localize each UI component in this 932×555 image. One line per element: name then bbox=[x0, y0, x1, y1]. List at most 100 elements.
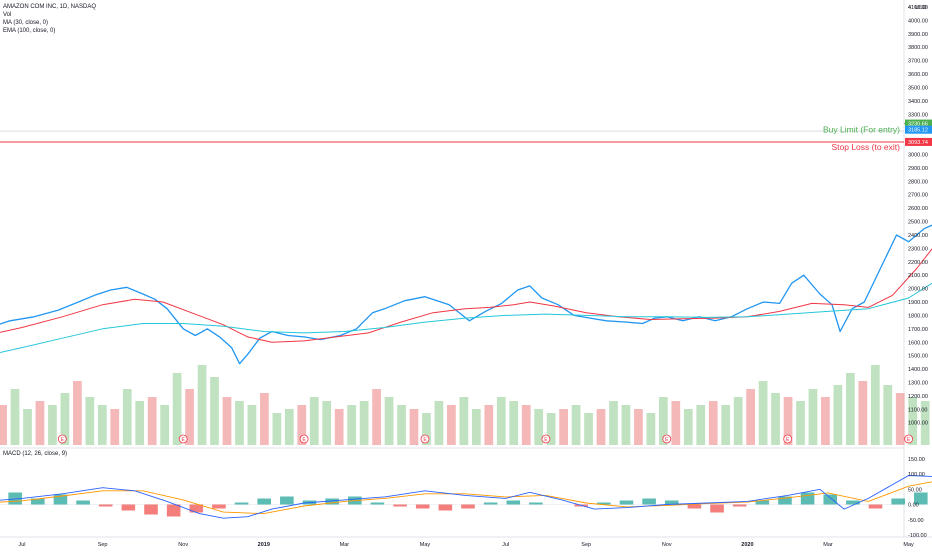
earnings-marker[interactable]: E bbox=[783, 434, 793, 444]
macd-histogram-bar bbox=[415, 504, 430, 509]
earnings-marker-circle bbox=[178, 434, 188, 444]
price-tick-label: 1000.00 bbox=[908, 421, 928, 427]
volume-bar bbox=[372, 389, 381, 445]
earnings-marker-label: E bbox=[544, 437, 548, 443]
volume-bar bbox=[235, 401, 244, 445]
price-tick-label: 2200.00 bbox=[908, 260, 928, 266]
price-tick-label: 3900.00 bbox=[908, 32, 928, 38]
earnings-marker-label: E bbox=[423, 437, 427, 443]
price-tick-label: 3800.00 bbox=[908, 45, 928, 51]
time-tick-label: Mar bbox=[823, 542, 833, 548]
volume-bar bbox=[0, 405, 7, 445]
macd-histogram-bar bbox=[325, 498, 339, 505]
macd-histogram-bar bbox=[189, 504, 204, 513]
volume-bar bbox=[147, 397, 157, 445]
volume-bar bbox=[870, 365, 880, 445]
volume-label[interactable]: Vol bbox=[3, 12, 12, 18]
volume-bar bbox=[883, 385, 893, 445]
macd-histogram-bar bbox=[393, 504, 407, 507]
volume-bar bbox=[172, 373, 182, 445]
macd-tick-label: 100.00 bbox=[908, 472, 925, 478]
volume-bar bbox=[895, 393, 905, 445]
price-tick-label: 4000.00 bbox=[908, 18, 928, 24]
volume-bar bbox=[758, 381, 768, 445]
macd-line[interactable] bbox=[0, 459, 932, 519]
volume-bar bbox=[23, 409, 32, 445]
symbol-title[interactable]: AMAZON COM INC, 1D, NASDAQ bbox=[3, 4, 97, 10]
macd-histogram-bar bbox=[483, 502, 498, 505]
buy-limit-label[interactable]: Buy Limit (For entry) bbox=[823, 125, 900, 135]
volume-bar bbox=[297, 405, 307, 445]
volume-bar bbox=[322, 401, 332, 445]
earnings-marker[interactable]: E bbox=[178, 434, 188, 444]
earnings-marker-circle bbox=[783, 434, 793, 444]
currency-label: USD bbox=[915, 5, 927, 11]
volume-bar bbox=[646, 413, 656, 445]
earnings-marker-label: E bbox=[786, 437, 790, 443]
price-tick-label: 1100.00 bbox=[908, 407, 927, 413]
volume-bar bbox=[621, 405, 631, 445]
time-tick-label: 2019 bbox=[258, 542, 270, 548]
price-tick-label: 1900.00 bbox=[908, 300, 928, 306]
earnings-marker-label: E bbox=[907, 437, 911, 443]
volume-bar bbox=[584, 413, 593, 445]
time-tick-label: Jul bbox=[502, 542, 509, 548]
macd-histogram-bar bbox=[891, 498, 905, 505]
price-badge[interactable] bbox=[905, 119, 932, 128]
volume-bar bbox=[721, 405, 731, 445]
price-tick-label: 2400.00 bbox=[908, 233, 928, 239]
price-tick-label: 3400.00 bbox=[908, 99, 928, 105]
price-tick-label: 2100.00 bbox=[908, 273, 928, 279]
macd-histogram-bar bbox=[687, 504, 702, 509]
macd-legend[interactable]: MACD (12, 26, close, 9) bbox=[3, 451, 68, 457]
volume-bar bbox=[596, 409, 606, 445]
macd-histogram-bar bbox=[76, 500, 90, 505]
ema-label[interactable]: EMA (100, close, 0) bbox=[3, 28, 56, 34]
macd-histogram-bar bbox=[778, 496, 792, 505]
volume-bar bbox=[135, 401, 145, 445]
macd-histogram-bar bbox=[597, 502, 611, 505]
volume-bar bbox=[796, 401, 805, 445]
chart-legend: AMAZON COM INC, 1D, NASDAQ Vol MA (30, c… bbox=[3, 3, 96, 35]
volume-bar bbox=[197, 365, 207, 445]
earnings-marker[interactable]: E bbox=[541, 434, 551, 444]
macd-histogram-bar bbox=[370, 502, 385, 505]
volume-bar bbox=[634, 409, 643, 445]
volume-bar bbox=[746, 389, 755, 445]
time-tick-label: 2020 bbox=[741, 542, 753, 548]
volume-bar bbox=[521, 405, 531, 445]
ma-label[interactable]: MA (30, close, 0) bbox=[3, 20, 49, 26]
price-badge[interactable] bbox=[905, 137, 932, 146]
volume-bar bbox=[185, 389, 194, 445]
macd-histogram-bar bbox=[166, 504, 181, 517]
earnings-marker-label: E bbox=[665, 437, 669, 443]
macd-signal-line[interactable] bbox=[0, 463, 932, 515]
earnings-marker[interactable]: E bbox=[57, 434, 67, 444]
volume-bar bbox=[459, 397, 469, 445]
earnings-marker[interactable]: E bbox=[662, 434, 672, 444]
volume-bar bbox=[247, 405, 257, 445]
earnings-marker[interactable]: E bbox=[904, 434, 913, 444]
volume-bar bbox=[771, 393, 780, 445]
stop-loss-label[interactable]: Stop Loss (to exit) bbox=[831, 142, 900, 152]
volume-bar bbox=[409, 409, 419, 445]
macd-histogram-bar bbox=[280, 496, 294, 505]
volume-bar bbox=[210, 377, 219, 445]
volume-bar bbox=[484, 405, 494, 445]
volume-bar bbox=[73, 381, 82, 445]
volume-bar bbox=[434, 401, 444, 445]
earnings-marker[interactable]: E bbox=[420, 434, 430, 444]
ema-line[interactable] bbox=[0, 138, 932, 356]
earnings-marker[interactable]: E bbox=[299, 434, 309, 444]
time-tick-label: Jul bbox=[18, 542, 25, 548]
volume-bar bbox=[920, 401, 930, 445]
macd-histogram-bar bbox=[619, 500, 634, 505]
ma-line[interactable] bbox=[0, 114, 932, 343]
price-badge[interactable] bbox=[905, 125, 932, 134]
volume-bar bbox=[858, 381, 868, 445]
price-tick-label: 3000.00 bbox=[908, 153, 928, 159]
price-tick-label: 3700.00 bbox=[908, 59, 928, 65]
